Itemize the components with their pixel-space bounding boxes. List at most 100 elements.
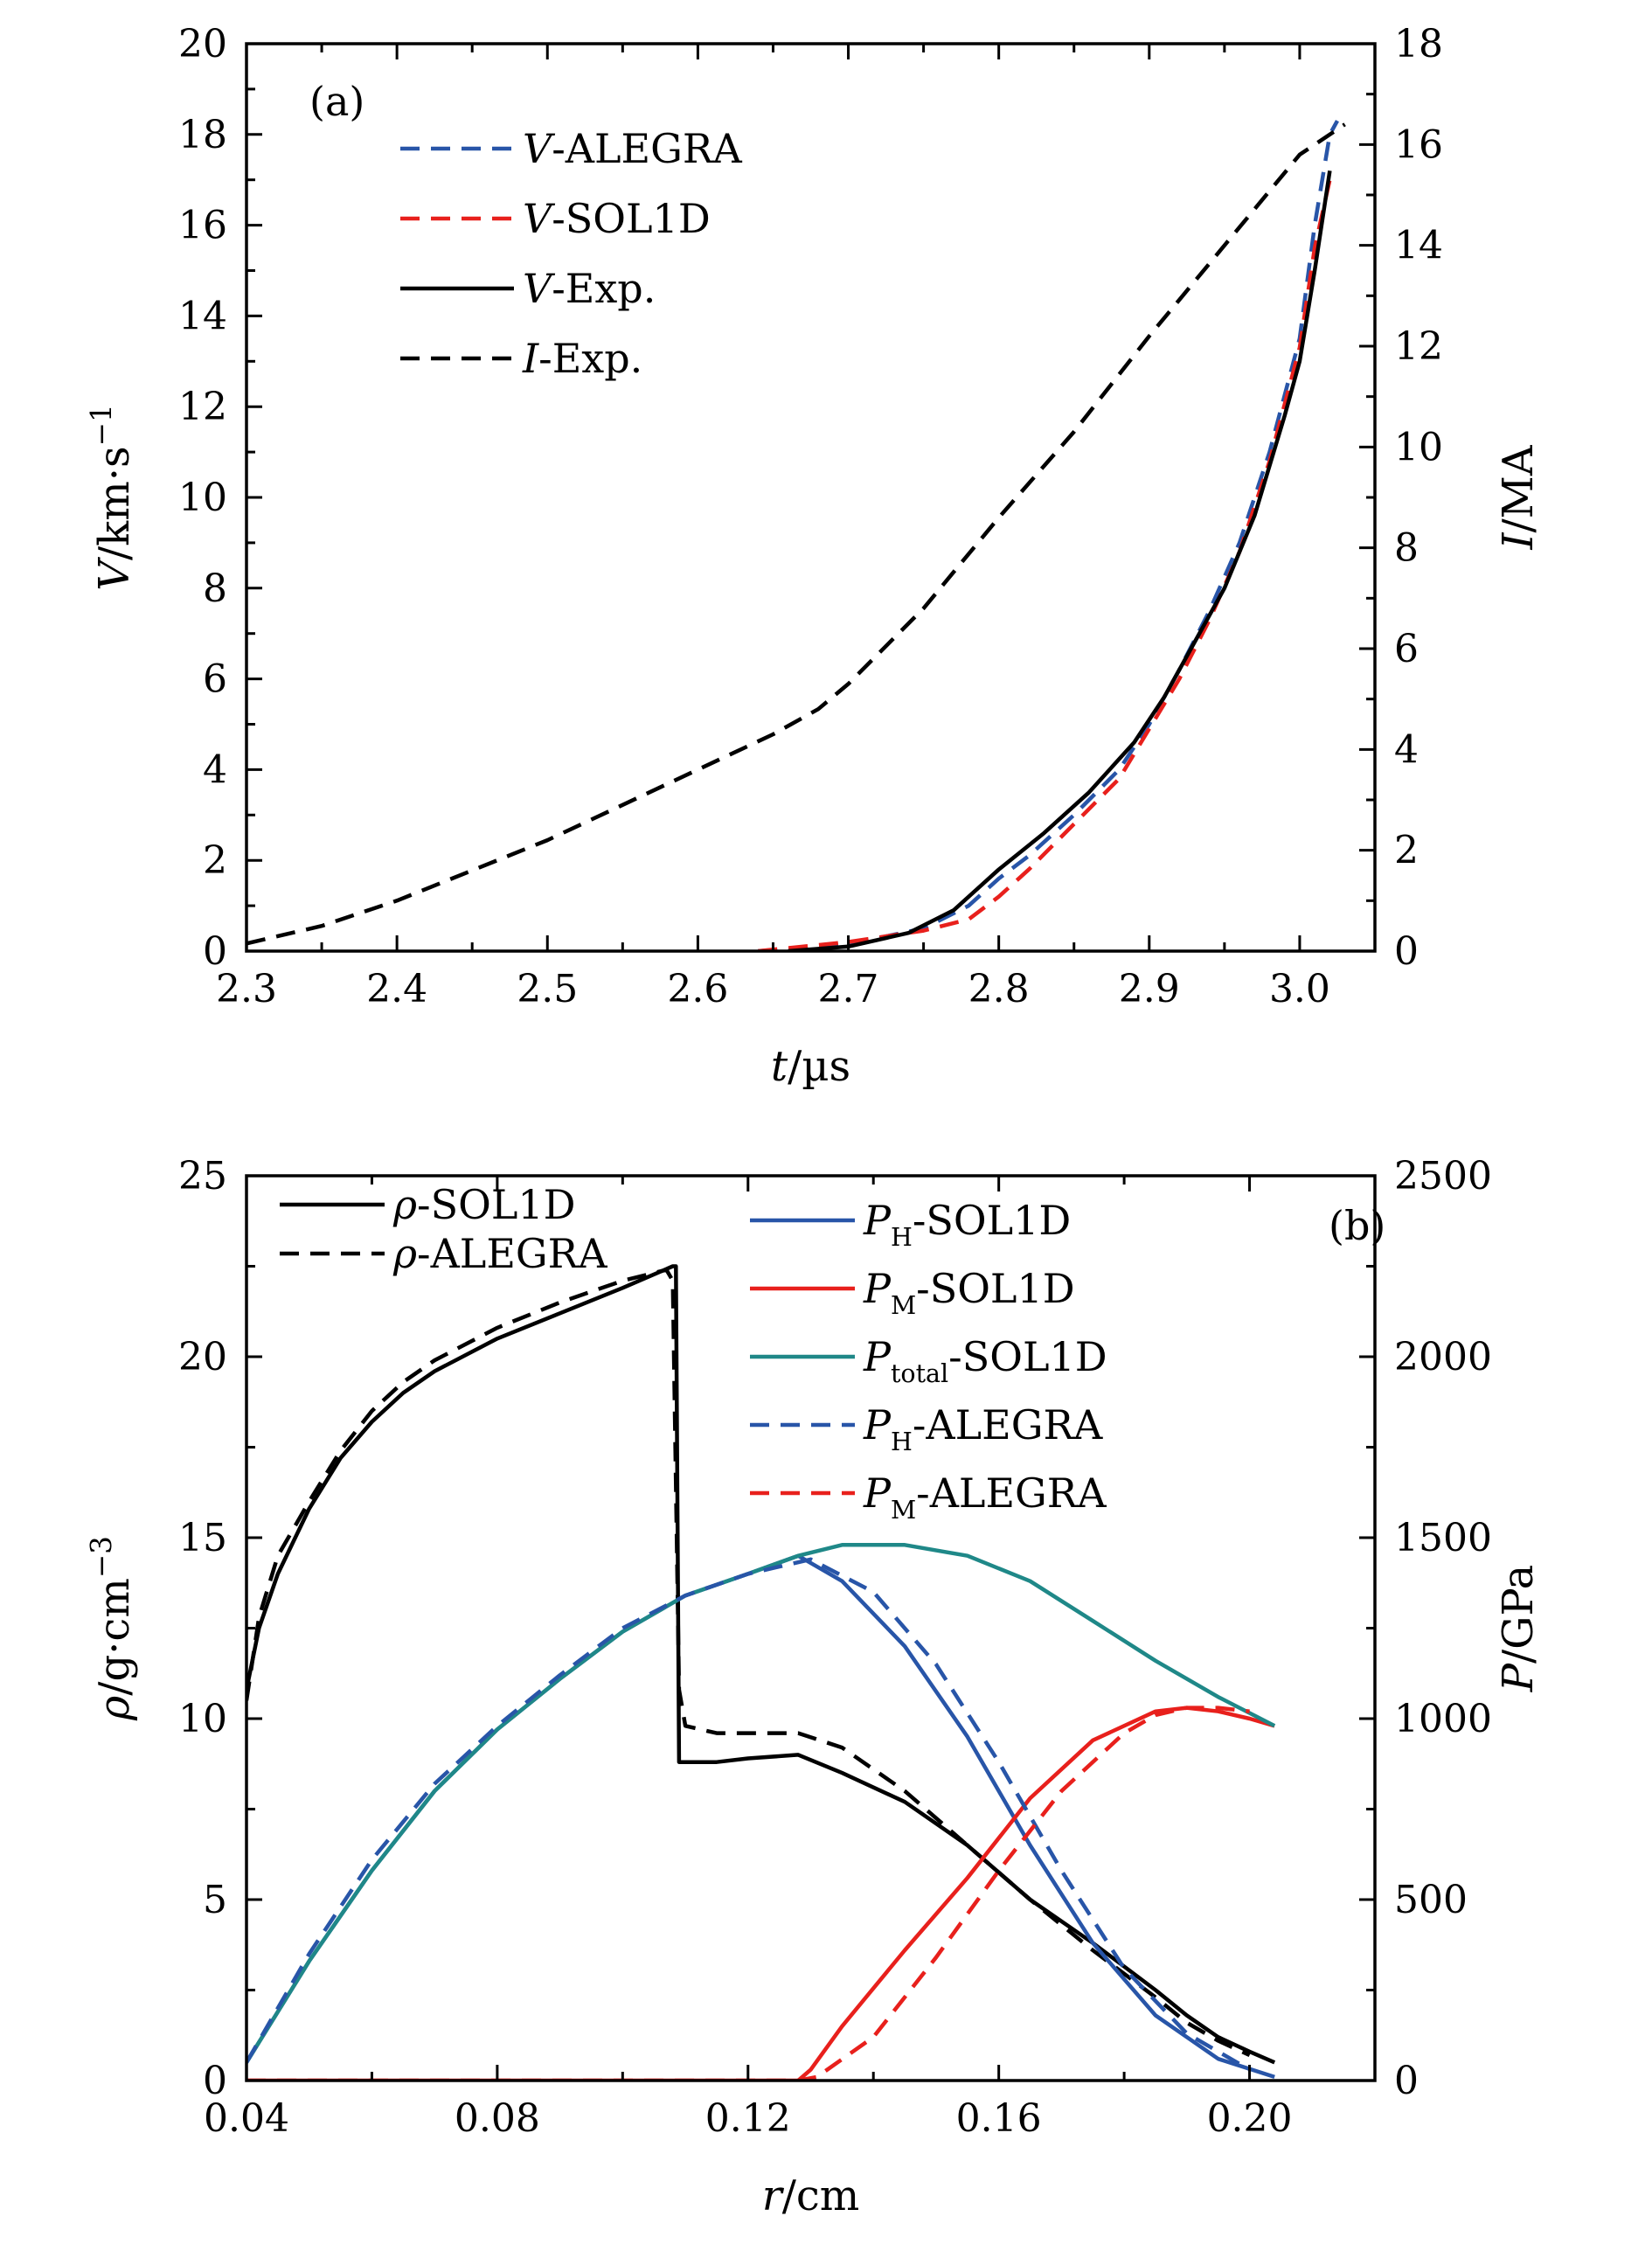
legend-label-ρ-SOL1D-italic: ρ	[392, 1181, 417, 1228]
legend-label-V-Exp.: V-Exp.	[523, 265, 656, 312]
y-right-tick-label: 6	[1394, 627, 1419, 671]
legend-label-PH-SOL1D-sub: H	[891, 1223, 913, 1252]
x-tick-label: 2.8	[968, 967, 1030, 1011]
x-axis-title-rest: /cm	[782, 2171, 860, 2220]
legend-label-PM-SOL1D: PM-SOL1D	[863, 1265, 1075, 1320]
legend-label-V-ALEGRA: V-ALEGRA	[523, 125, 743, 172]
legend-label-V-SOL1D: V-SOL1D	[523, 195, 711, 242]
y-right-tick-label: 2000	[1394, 1335, 1492, 1379]
legend-label-ρ-ALEGRA-rest: -ALEGRA	[417, 1230, 607, 1277]
legend-label-ρ-ALEGRA-italic: ρ	[392, 1230, 417, 1277]
legend-label-V-ALEGRA-italic: V	[523, 125, 556, 172]
series-line-PH-ALEGRA	[246, 1557, 1251, 2072]
y-left-tick-label: 10	[178, 1697, 227, 1741]
plot-frame	[245, 42, 1377, 953]
y-left-axis-title-italic: V	[90, 557, 139, 591]
legend-label-ρ-SOL1D: ρ-SOL1D	[392, 1181, 576, 1228]
series-line-PM-ALEGRA	[246, 1706, 1250, 2081]
legend-label-PH-SOL1D-rest: -SOL1D	[913, 1197, 1071, 1244]
y-left-axis-title: ρ/g·cm−3	[85, 1536, 139, 1721]
y-right-axis-title-rest: /GPa	[1494, 1565, 1543, 1664]
y-left-axis-title-italic: ρ	[90, 1696, 139, 1721]
legend-label-PM-ALEGRA-italic: P	[863, 1469, 892, 1517]
y-right-tick-label: 4	[1394, 727, 1419, 772]
x-tick-label: 2.4	[366, 967, 427, 1011]
panel-label: (a)	[309, 78, 364, 125]
series-line-I-Exp.	[246, 122, 1346, 946]
y-left-tick-label: 16	[178, 204, 227, 248]
x-tick-label: 2.3	[216, 967, 277, 1011]
legend-label-PM-SOL1D-rest: -SOL1D	[916, 1265, 1074, 1312]
series-line-ρ-SOL1D	[246, 1264, 1276, 2065]
y-right-tick-label: 1500	[1394, 1516, 1492, 1560]
y-left-axis-title: V/km·s−1	[85, 404, 139, 590]
y-right-tick-label: 18	[1394, 22, 1443, 66]
legend-label-Ptotal-SOL1D-sub: total	[891, 1359, 948, 1388]
legend-label-PH-ALEGRA-italic: P	[863, 1401, 892, 1449]
x-axis-title-italic: r	[762, 2171, 785, 2220]
y-right-axis-title: P/GPa	[1494, 1565, 1543, 1693]
legend-label-V-Exp.-italic: V	[523, 265, 556, 312]
legend-label-V-SOL1D-rest: -SOL1D	[552, 195, 710, 242]
y-left-tick-label: 5	[203, 1878, 227, 1922]
y-right-axis-title-italic: P	[1494, 1663, 1543, 1692]
x-axis-title: t/µs	[771, 1042, 850, 1091]
legend-label-Ptotal-SOL1D-rest: -SOL1D	[948, 1333, 1107, 1380]
x-tick-label: 0.20	[1207, 2096, 1293, 2141]
legend-label-PM-ALEGRA-sub: M	[891, 1496, 916, 1525]
y-right-tick-label: 1000	[1394, 1697, 1492, 1741]
y-left-axis-title-rest: /g·cm	[90, 1578, 139, 1696]
legend-label-PM-SOL1D-sub: M	[891, 1291, 916, 1320]
y-right-axis-title: I/MA	[1494, 444, 1543, 550]
y-left-tick-label: 0	[203, 929, 227, 974]
y-left-axis-title-rest: /km·s	[90, 446, 139, 560]
series-line-V-Exp.	[788, 170, 1332, 951]
series-line-PH-SOL1D	[246, 1553, 1275, 2080]
y-left-tick-label: 20	[178, 1335, 227, 1379]
legend-label-V-ALEGRA-rest: -ALEGRA	[552, 125, 742, 172]
y-right-axis-title-italic: I	[1494, 531, 1543, 550]
x-tick-label: 3.0	[1269, 967, 1330, 1011]
legend-label-PH-SOL1D: PH-SOL1D	[863, 1197, 1071, 1252]
legend-label-I-Exp.-rest: -Exp.	[538, 335, 642, 382]
y-left-tick-label: 14	[178, 294, 227, 338]
series-lines	[246, 1264, 1276, 2081]
y-right-axis-title-rest: /MA	[1494, 444, 1543, 532]
y-right-tick-label: 16	[1394, 122, 1443, 167]
y-left-tick-label: 8	[203, 566, 227, 611]
legend-label-PH-SOL1D-italic: P	[863, 1197, 892, 1244]
x-tick-label: 0.04	[204, 2096, 289, 2141]
x-tick-label: 2.5	[517, 967, 578, 1011]
y-left-tick-label: 10	[178, 476, 227, 520]
y-right-tick-label: 8	[1394, 526, 1419, 571]
y-left-tick-label: 25	[178, 1154, 227, 1198]
series-line-Ptotal-SOL1D	[246, 1543, 1276, 2064]
legend-label-PM-ALEGRA-rest: -ALEGRA	[916, 1469, 1107, 1517]
plot-frame	[245, 1174, 1377, 2082]
y-right-tick-label: 2	[1394, 829, 1419, 873]
series-line-V-SOL1D	[758, 179, 1332, 951]
legend-label-I-Exp.-italic: I	[522, 335, 539, 382]
legend-label-PH-ALEGRA: PH-ALEGRA	[863, 1401, 1103, 1456]
x-tick-label: 0.08	[455, 2096, 540, 2141]
panel-b: 0.04 0.08 0.12 0.16 0.20 0 5 10 15 20 25 0 500 1000 15…	[85, 1154, 1543, 2220]
y-left-tick-label: 4	[203, 747, 227, 792]
legend-label-PH-ALEGRA-sub: H	[891, 1428, 913, 1456]
legend-label-I-Exp.: I-Exp.	[522, 335, 642, 382]
legend-label-PM-SOL1D-italic: P	[863, 1265, 892, 1312]
series-line-PM-SOL1D	[246, 1706, 1275, 2081]
y-left-tick-label: 12	[178, 385, 227, 429]
series-line-V-ALEGRA	[758, 120, 1339, 951]
y-left-tick-label: 18	[178, 113, 227, 157]
legend-label-ρ-SOL1D-rest: -SOL1D	[417, 1181, 575, 1228]
y-left-axis-title-sup: −3	[85, 1536, 118, 1578]
legend-label-V-Exp.-rest: -Exp.	[552, 265, 656, 312]
series-lines	[246, 120, 1346, 951]
legend-label-PM-ALEGRA: PM-ALEGRA	[863, 1469, 1107, 1525]
y-right-tick-label: 12	[1394, 324, 1443, 369]
x-axis-title-italic: t	[771, 1042, 788, 1091]
x-axis-title-rest: /µs	[788, 1042, 850, 1091]
panel-a: 2.3 2.4 2.5 2.6 2.7 2.8 2.9 3.0 0 2 4 6 8 10 12 14 16 18 2…	[85, 22, 1543, 1091]
y-left-axis-title-sup: −1	[85, 404, 118, 446]
